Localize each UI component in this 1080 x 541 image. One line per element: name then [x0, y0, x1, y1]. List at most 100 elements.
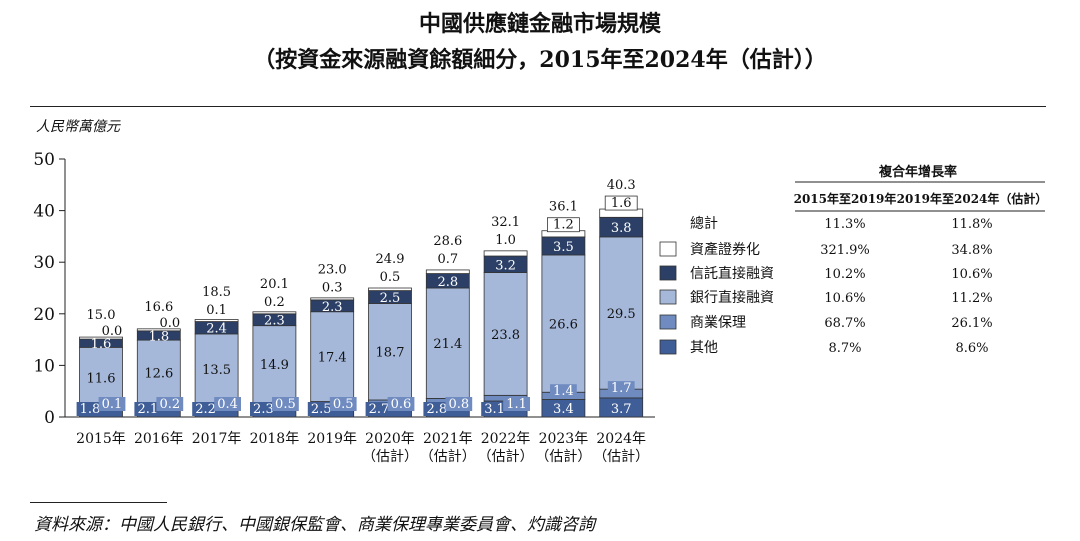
bar-segment-abs [310, 297, 355, 301]
source-note: 資料來源：中國人民銀行、中國銀保監會、商業保理專業委員會、灼識咨詢 [34, 515, 595, 535]
data-label-factoring-bg [98, 397, 126, 411]
data-label-factoring-bg [550, 384, 577, 399]
cagr-value-2015-2019: 10.2% [824, 267, 865, 282]
x-tick-label: 2023年 [539, 431, 589, 447]
data-label-abs-box [547, 217, 580, 233]
bar-segment-bank [368, 303, 412, 401]
data-label-bank: 12.6 [144, 367, 173, 382]
legend-swatch-trust [659, 265, 677, 281]
legend-swatch-abs [659, 241, 677, 257]
data-label-total: 16.6 [144, 300, 173, 315]
data-label-factoring: 0.6 [391, 397, 412, 412]
data-label-factoring-bg [156, 397, 184, 411]
cagr-value-2019-2024: 11.8% [951, 217, 992, 232]
x-tick-label: 2020年 [365, 431, 415, 447]
x-tick-label: 2021年 [423, 431, 473, 447]
data-label-other: 3.4 [553, 402, 574, 417]
data-label-other: 2.5 [311, 402, 332, 417]
data-label-factoring-bg [445, 397, 473, 411]
data-label-factoring: 1.7 [611, 381, 632, 396]
data-label-trust: 2.3 [322, 300, 343, 315]
bar-segment-abs [252, 311, 297, 315]
cagr-value-2019-2024: 8.6% [955, 341, 988, 356]
data-label-abs: 0.0 [102, 324, 123, 339]
data-label-other: 2.8 [426, 402, 447, 417]
cagr-value-2019-2024: 10.6% [951, 267, 992, 282]
source-divider [30, 502, 167, 503]
bar-segment-bank [541, 254, 586, 393]
data-label-factoring: 1.1 [506, 397, 527, 412]
data-label-bank: 21.4 [433, 337, 462, 352]
data-label-other-bg [134, 402, 162, 416]
data-label-other: 2.3 [253, 402, 274, 417]
bar-segment-abs [483, 250, 528, 257]
data-label-total: 20.1 [260, 277, 289, 292]
data-label-factoring: 0.2 [159, 397, 180, 412]
data-label-total: 24.9 [376, 252, 405, 267]
cagr-value-2015-2019: 321.9% [820, 243, 870, 258]
data-label-bank: 13.5 [202, 363, 231, 378]
x-tick-label: 2016年 [134, 431, 184, 447]
data-label-bank: 17.4 [318, 351, 347, 366]
data-label-abs: 0.7 [437, 252, 458, 267]
data-label-trust: 3.2 [495, 258, 516, 273]
data-label-trust: 3.8 [611, 221, 632, 236]
data-label-bank: 26.6 [549, 318, 578, 333]
data-label-abs: 1.2 [553, 218, 574, 233]
bar-segment-abs [194, 319, 239, 322]
data-label-trust: 3.5 [553, 240, 574, 255]
legend-label-bank: 銀行直接融資 [690, 289, 774, 306]
x-tick-label: 2022年 [481, 431, 531, 447]
data-label-factoring-bg [387, 397, 415, 411]
bar-segment-bank [425, 287, 470, 399]
bar-segment-bank [194, 333, 239, 404]
x-tick-label: 2015年 [76, 431, 126, 447]
data-label-factoring-bg [272, 397, 299, 411]
data-label-other: 2.1 [137, 402, 158, 417]
cagr-value-2015-2019: 68.7% [824, 316, 865, 331]
x-tick-label: （估計） [362, 449, 418, 465]
data-label-other: 3.7 [611, 402, 632, 417]
bar-segment-bank [483, 272, 528, 396]
legend-label-total: 總計 [690, 215, 718, 232]
cagr-header-2: 2019年至2024年（估計） [897, 191, 1048, 206]
legend-label-trust: 信託直接融資 [690, 265, 774, 282]
data-label-other-bg [481, 402, 508, 416]
cagr-title: 複合年增長率 [878, 164, 957, 180]
unit-label: 人民幣萬億元 [36, 119, 120, 135]
legend-label-abs: 資產證券化 [690, 241, 760, 258]
x-tick-label: 2019年 [307, 431, 357, 447]
chart-subtitle: （按資金來源融資餘額細分，2015年至2024年（估計）） [253, 47, 827, 73]
data-label-abs: 0.1 [206, 303, 227, 318]
x-tick-label: （估計） [593, 449, 649, 465]
data-label-abs: 0.3 [322, 280, 343, 295]
data-label-total: 15.0 [87, 308, 116, 323]
data-label-abs: 1.6 [611, 196, 632, 211]
cagr-value-2019-2024: 11.2% [951, 291, 992, 306]
data-label-bank: 11.6 [87, 371, 116, 386]
data-label-other-bg [423, 402, 451, 416]
data-label-trust: 2.3 [264, 314, 285, 329]
x-tick-label: （估計） [535, 449, 591, 465]
data-label-total: 23.0 [318, 262, 347, 277]
cagr-header-1: 2015年至2019年 [794, 191, 897, 206]
data-label-trust: 1.6 [91, 337, 112, 352]
data-label-factoring: 0.5 [275, 397, 296, 412]
y-tick-label: 40 [33, 202, 55, 222]
x-tick-label: （估計） [478, 449, 534, 465]
data-label-factoring: 0.1 [102, 397, 123, 412]
title-divider [30, 106, 1046, 107]
x-tick-label: 2017年 [192, 431, 242, 447]
legend-swatch-other [659, 339, 677, 355]
data-label-other-bg [192, 402, 219, 416]
data-label-other: 2.2 [195, 402, 216, 417]
data-label-total: 28.6 [433, 234, 462, 249]
data-label-other-bg [365, 402, 393, 416]
y-tick-label: 0 [44, 408, 55, 428]
data-label-other-bg [250, 402, 277, 416]
data-label-factoring-bg [329, 397, 357, 411]
data-label-trust: 2.4 [206, 322, 227, 337]
y-tick-label: 50 [33, 150, 55, 170]
data-label-trust: 1.8 [148, 329, 169, 344]
data-label-other-bg [307, 402, 335, 416]
